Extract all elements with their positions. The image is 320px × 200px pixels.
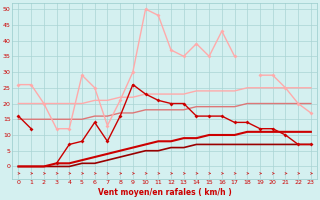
X-axis label: Vent moyen/en rafales ( km/h ): Vent moyen/en rafales ( km/h ) — [98, 188, 231, 197]
